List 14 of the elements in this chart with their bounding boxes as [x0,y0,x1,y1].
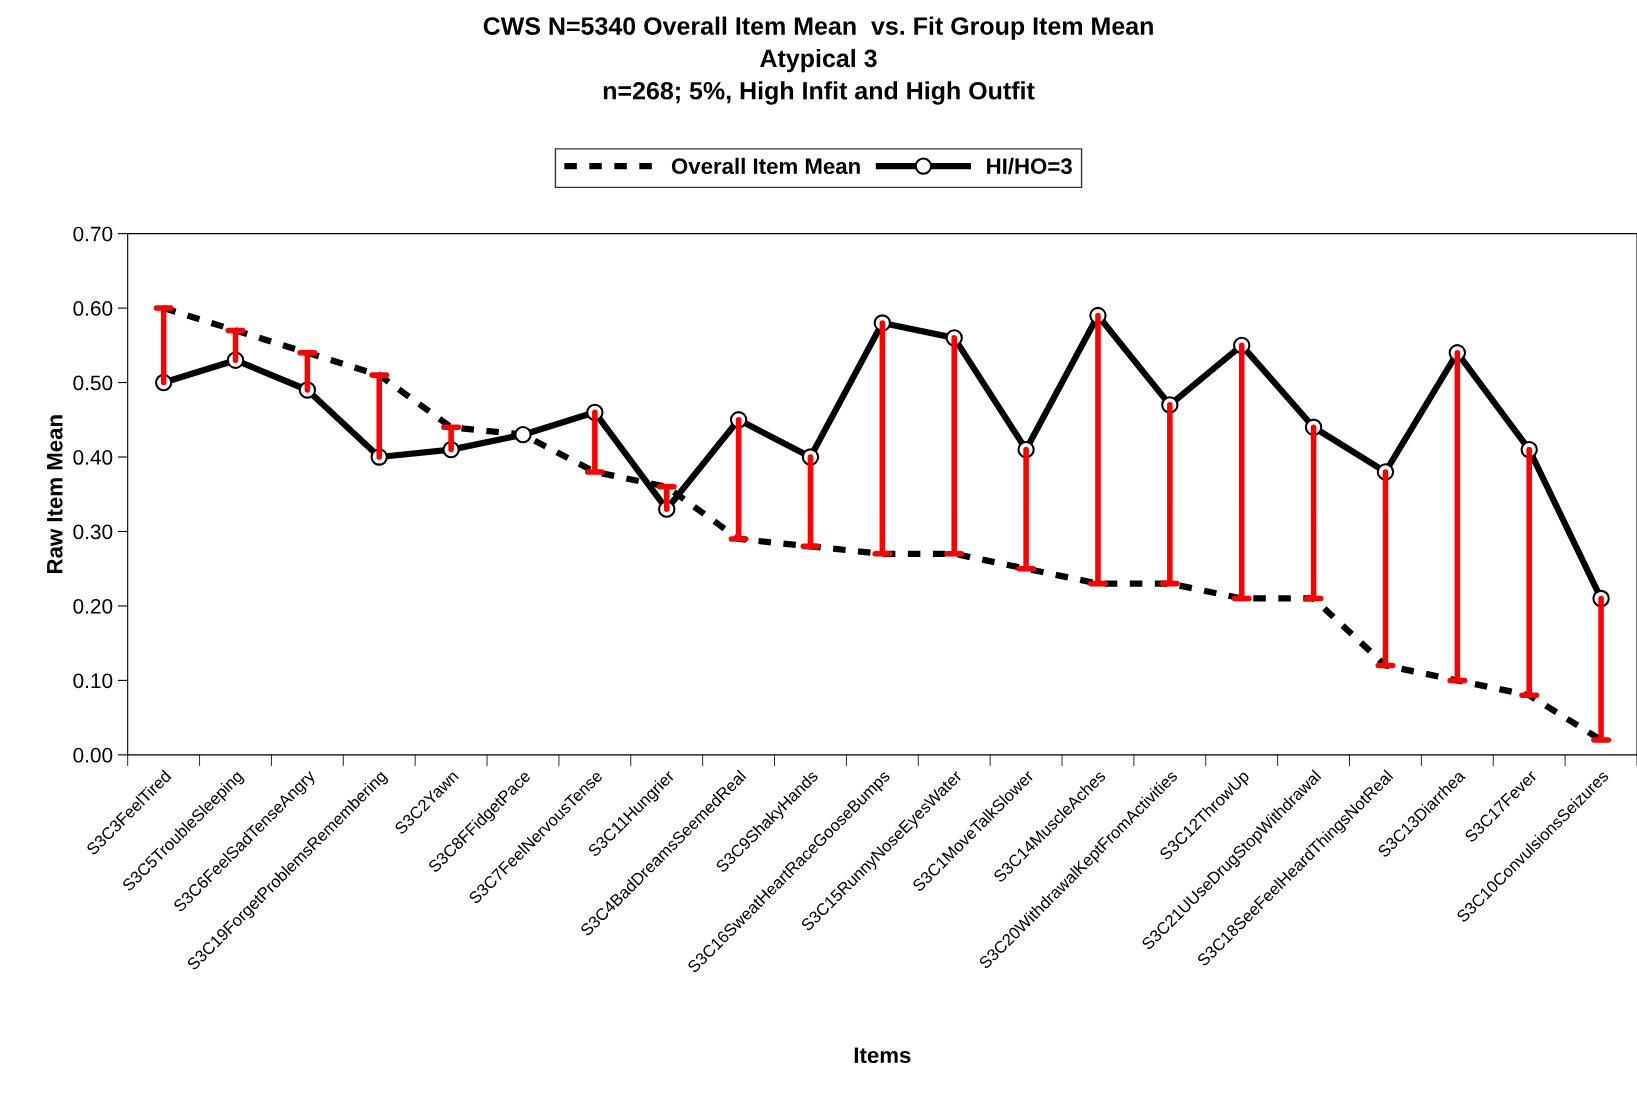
legend-label: Overall Item Mean [671,157,860,175]
y-tick-label: 0.20 [73,598,113,614]
x-axis-title: Items [854,1047,911,1064]
y-tick-label: 0.10 [73,673,113,689]
y-tick-label: 0.00 [73,747,113,763]
y-tick-label: 0.30 [73,524,113,540]
legend-label: HI/HO=3 [987,157,1072,175]
y-axis-title: Raw Item Mean [47,415,63,574]
chart-title: CWS N=5340 Overall Item Mean vs. Fit Group Item Mean Atypical 3 n=268; 5%, High Infit and High Outfit [483,16,1153,105]
y-tick-label: 0.70 [73,226,113,242]
y-tick-label: 0.40 [73,450,113,465]
point [514,426,532,444]
y-tick-label: 0.60 [73,301,113,316]
y-tick-label: 0.50 [73,375,113,391]
